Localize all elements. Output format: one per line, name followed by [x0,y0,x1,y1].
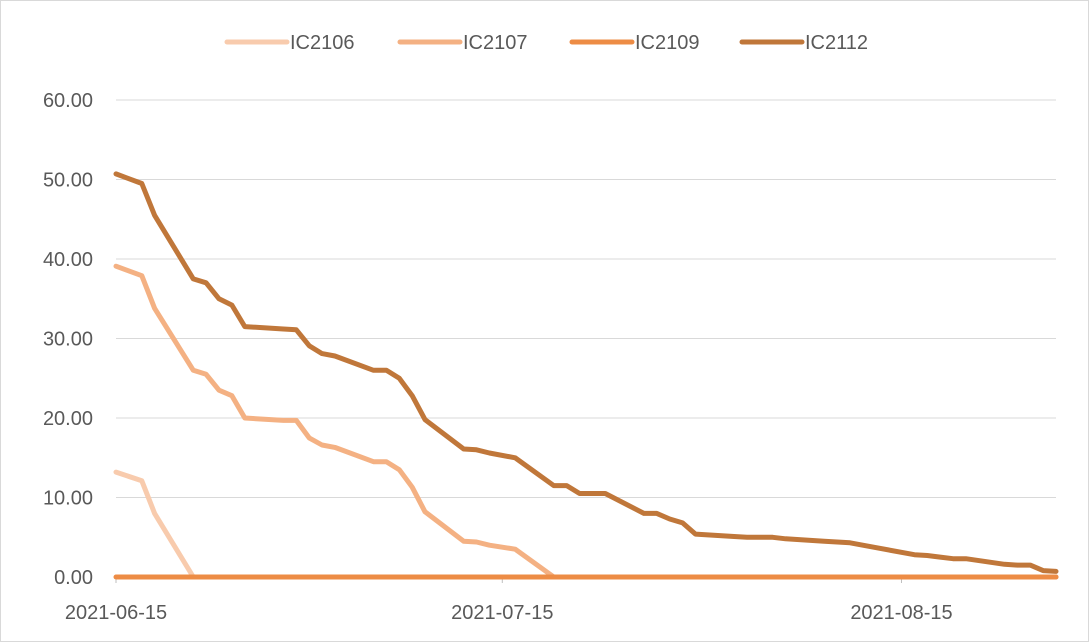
series-line-IC2106 [113,469,1059,580]
legend-label-IC2106: IC2106 [290,32,355,54]
y-tick-label: 60.00 [43,90,93,112]
x-tick-label: 2021-06-15 [65,602,167,624]
legend-label-IC2112: IC2112 [805,32,868,54]
y-tick-label: 10.00 [43,488,93,510]
y-tick-label: 40.00 [43,249,93,271]
legend-label-IC2107: IC2107 [463,32,528,54]
x-tick-label: 2021-08-15 [850,602,952,624]
series-line-IC2107 [113,263,1059,580]
y-tick-label: 50.00 [43,170,93,192]
y-tick-label: 20.00 [43,408,93,430]
y-tick-label: 30.00 [43,329,93,351]
y-tick-label: 0.00 [54,567,93,589]
legend-label-IC2109: IC2109 [635,32,700,54]
series-line-IC2112 [113,171,1059,574]
x-tick-label: 2021-07-15 [451,602,553,624]
